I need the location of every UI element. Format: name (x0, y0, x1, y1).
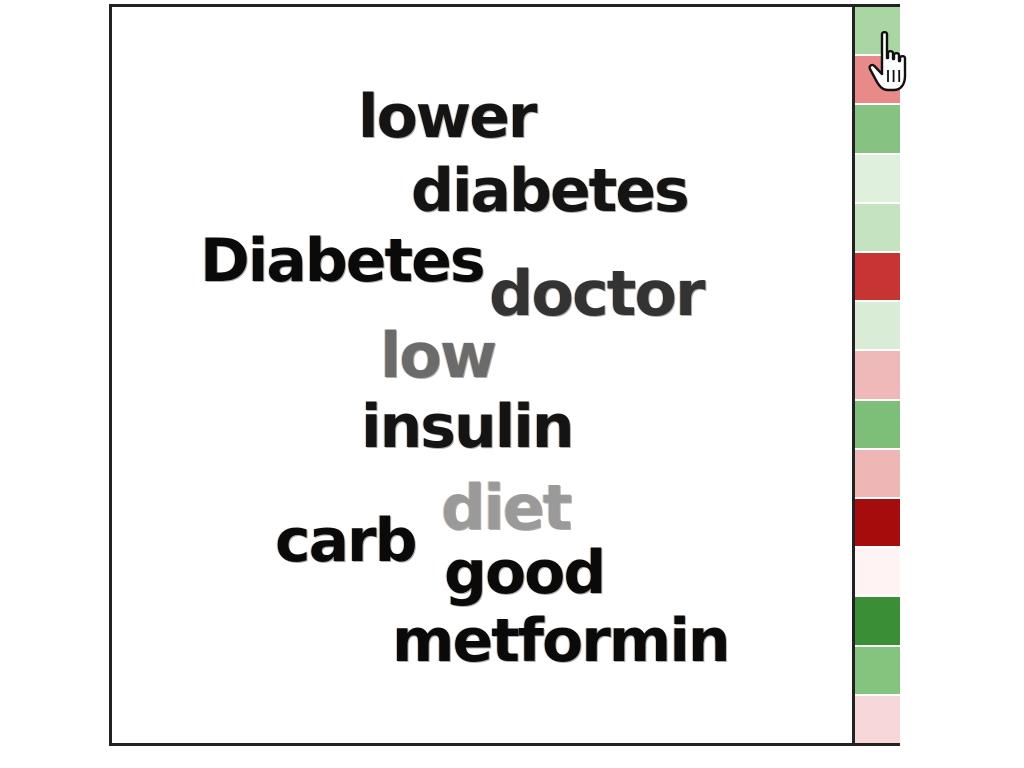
color-cell[interactable] (855, 499, 900, 549)
color-cell[interactable] (855, 302, 900, 352)
color-strip (852, 7, 900, 744)
color-cell[interactable] (855, 154, 900, 204)
color-cell[interactable] (855, 7, 900, 57)
word-cloud: lower diabetes Diabetes doctor low insul… (112, 7, 852, 743)
color-cell[interactable] (855, 646, 900, 696)
color-cell[interactable] (855, 695, 900, 744)
word-good[interactable]: good (444, 538, 606, 608)
color-cell[interactable] (855, 597, 900, 647)
color-cell[interactable] (855, 400, 900, 450)
word-lower[interactable]: lower (358, 82, 537, 152)
word-doctor[interactable]: doctor (489, 257, 706, 330)
word-insulin[interactable]: insulin (361, 392, 575, 462)
word-diet[interactable]: diet (441, 471, 572, 544)
color-cell[interactable] (855, 105, 900, 155)
color-cell[interactable] (855, 449, 900, 500)
color-cell[interactable] (855, 548, 900, 598)
word-diabetes-capitalized[interactable]: Diabetes (200, 226, 486, 296)
color-cell[interactable] (855, 351, 900, 401)
word-diabetes[interactable]: diabetes (411, 156, 690, 226)
word-cloud-panel: lower diabetes Diabetes doctor low insul… (109, 4, 900, 746)
color-cell[interactable] (855, 56, 900, 106)
color-cell[interactable] (855, 253, 900, 303)
word-low[interactable]: low (380, 319, 497, 392)
color-cell[interactable] (855, 203, 900, 254)
word-carb[interactable]: carb (275, 506, 418, 576)
word-metformin[interactable]: metformin (392, 606, 731, 676)
